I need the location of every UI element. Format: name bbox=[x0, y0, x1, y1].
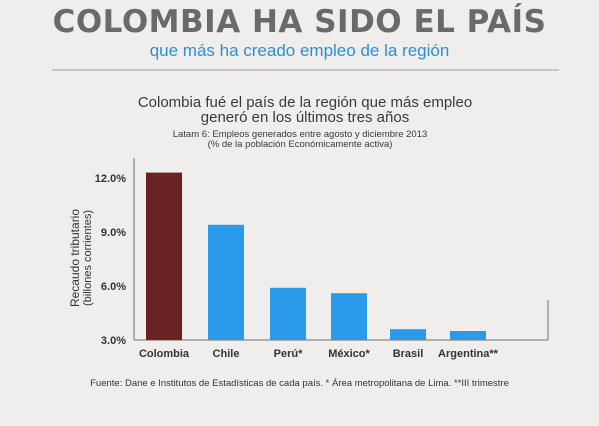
bar-5 bbox=[450, 331, 486, 340]
y-tick-label-1: 6.0% bbox=[101, 281, 126, 293]
y-tick-label-0: 3.0% bbox=[101, 335, 126, 347]
page-headline: COLOMBIA HA SIDO EL PAÍS bbox=[52, 4, 547, 40]
bar-0 bbox=[146, 172, 182, 340]
source-note: Fuente: Dane e Institutos de Estadística… bbox=[90, 378, 509, 389]
chart-subtitle-line-2: (% de la población Económicamente activa… bbox=[207, 139, 393, 150]
x-tick-label-3: México* bbox=[328, 348, 370, 360]
bar-1 bbox=[208, 224, 244, 340]
x-tick-label-0: Colombia bbox=[139, 348, 190, 360]
y-tick-label-2: 9.0% bbox=[101, 227, 126, 239]
bar-4 bbox=[390, 329, 426, 340]
x-tick-label-4: Brasil bbox=[393, 348, 424, 360]
x-tick-label-5: Argentina** bbox=[438, 348, 499, 360]
chart-subtitle: Latam 6: Empleos generados entre agosto … bbox=[150, 130, 450, 150]
chart-title-line-1: Colombia fué el país de la región que má… bbox=[137, 94, 473, 111]
y-axis-label-line-1: Recaudo tributario bbox=[68, 209, 82, 307]
x-tick-label-1: Chile bbox=[213, 348, 240, 360]
bar-2 bbox=[270, 287, 306, 340]
header-divider bbox=[52, 69, 559, 71]
y-tick-label-3: 12.0% bbox=[95, 173, 126, 185]
chart-subtitle-line-1: Latam 6: Empleos generados entre agosto … bbox=[172, 129, 428, 140]
page-subheadline: que más ha creado empleo de la región bbox=[149, 41, 450, 60]
y-axis-label-line-2: (billones corrientes) bbox=[82, 210, 94, 306]
chart-title-line-2: generó en los últimos tres años bbox=[200, 109, 410, 126]
x-tick-label-2: Perú* bbox=[274, 348, 303, 360]
chart-title: Colombia fué el país de la región que má… bbox=[130, 95, 480, 125]
bar-3 bbox=[331, 293, 367, 340]
